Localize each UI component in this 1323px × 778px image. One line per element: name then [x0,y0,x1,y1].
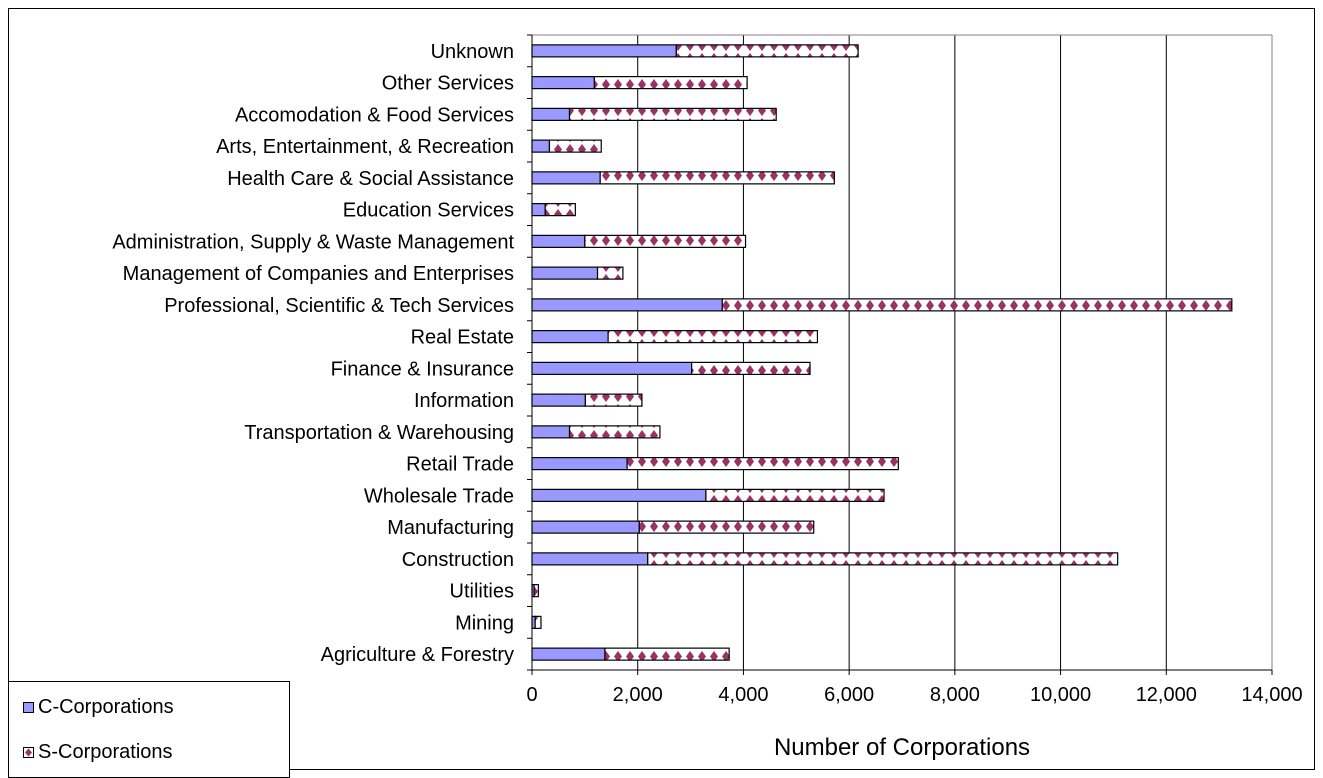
bar-s-corporations-retail-trade [626,457,899,471]
category-label-manufacturing: Manufacturing [387,517,514,539]
bar-c-corporations-retail-trade [531,457,628,471]
bar-s-corporations-manufacturing [638,520,815,534]
bar-s-corporations-finance-insurance [691,361,811,375]
bar-s-corporations-mining [534,615,542,629]
bar-s-corporations-information [584,393,643,407]
x-tick-label: 12,000 [1136,684,1197,706]
category-label-administration-supply-waste-management: Administration, Supply & Waste Managemen… [112,231,514,253]
legend-item-c-corporations: C-Corporations [23,696,174,719]
bar-s-corporations-education-services [544,203,576,217]
bar-c-corporations-professional-scientific-tech-services [531,298,723,312]
bar-s-corporations-construction [647,552,1119,566]
x-tick-label: 14,000 [1241,684,1302,706]
category-label-real-estate: Real Estate [411,327,514,349]
bar-s-corporations-unknown [675,44,859,58]
bar-c-corporations-health-care-social-assistance [531,171,601,185]
bar-c-corporations-agriculture-forestry [531,647,606,661]
category-label-mining: Mining [455,612,514,634]
bar-c-corporations-unknown [531,44,677,58]
bar-c-corporations-education-services [531,203,546,217]
bar-s-corporations-administration-supply-waste-management [584,234,747,248]
bar-c-corporations-administration-supply-waste-management [531,234,586,248]
legend-item-s-corporations: S-Corporations [23,741,173,764]
category-label-arts-entertainment-recreation: Arts, Entertainment, & Recreation [216,136,514,158]
bar-s-corporations-health-care-social-assistance [599,171,835,185]
category-label-information: Information [414,390,514,412]
bar-c-corporations-manufacturing [531,520,640,534]
category-label-retail-trade: Retail Trade [406,454,514,476]
category-label-construction: Construction [402,549,514,571]
bar-c-corporations-construction [531,552,649,566]
category-label-agriculture-forestry: Agriculture & Forestry [321,644,514,666]
bar-s-corporations-professional-scientific-tech-services [721,298,1233,312]
bar-c-corporations-other-services [531,76,595,90]
bar-s-corporations-agriculture-forestry [604,647,730,661]
legend-swatch-c-corporations [23,702,34,713]
bar-c-corporations-transportation-warehousing [531,425,571,439]
category-label-finance-insurance: Finance & Insurance [331,358,514,380]
category-label-accomodation-food-services: Accomodation & Food Services [235,104,514,126]
category-label-unknown: Unknown [431,41,514,63]
category-label-management-of-companies-and-enterprises: Management of Companies and Enterprises [123,263,514,285]
bar-s-corporations-wholesale-trade [705,488,885,502]
bar-c-corporations-management-of-companies-and-enterprises [531,266,599,280]
bar-s-corporations-arts-entertainment-recreation [548,139,602,153]
x-tick-label: 0 [526,684,537,706]
category-label-wholesale-trade: Wholesale Trade [364,485,514,507]
chart-frame [8,8,1315,770]
x-tick-label: 6,000 [824,684,874,706]
bar-c-corporations-information [531,393,586,407]
bar-c-corporations-accomodation-food-services [531,107,571,121]
legend-label-s-corporations: S-Corporations [38,741,173,763]
chart-legend: C-Corporations S-Corporations [8,681,290,778]
bar-c-corporations-wholesale-trade [531,488,707,502]
bar-s-corporations-transportation-warehousing [568,425,661,439]
bar-s-corporations-other-services [593,76,748,90]
category-label-other-services: Other Services [382,73,514,95]
category-label-utilities: Utilities [450,581,514,603]
x-tick-label: 2,000 [613,684,663,706]
legend-swatch-s-corporations [23,747,34,758]
bar-c-corporations-arts-entertainment-recreation [531,139,551,153]
bar-c-corporations-finance-insurance [531,361,693,375]
category-label-professional-scientific-tech-services: Professional, Scientific & Tech Services [164,295,514,317]
x-axis-title: Number of Corporations [773,734,1031,761]
x-tick-label: 4,000 [718,684,768,706]
category-label-transportation-warehousing: Transportation & Warehousing [244,422,514,444]
x-tick-label: 8,000 [930,684,980,706]
bar-s-corporations-management-of-companies-and-enterprises [596,266,624,280]
bar-s-corporations-real-estate [607,330,819,344]
bar-c-corporations-real-estate [531,330,609,344]
bar-s-corporations-utilities [533,584,539,598]
bar-s-corporations-accomodation-food-services [568,107,777,121]
category-label-health-care-social-assistance: Health Care & Social Assistance [227,168,514,190]
x-tick-label: 10,000 [1030,684,1091,706]
legend-label-c-corporations: C-Corporations [38,696,174,718]
category-label-education-services: Education Services [343,200,514,222]
